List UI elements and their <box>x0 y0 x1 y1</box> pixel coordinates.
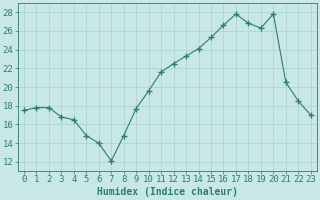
X-axis label: Humidex (Indice chaleur): Humidex (Indice chaleur) <box>97 187 238 197</box>
